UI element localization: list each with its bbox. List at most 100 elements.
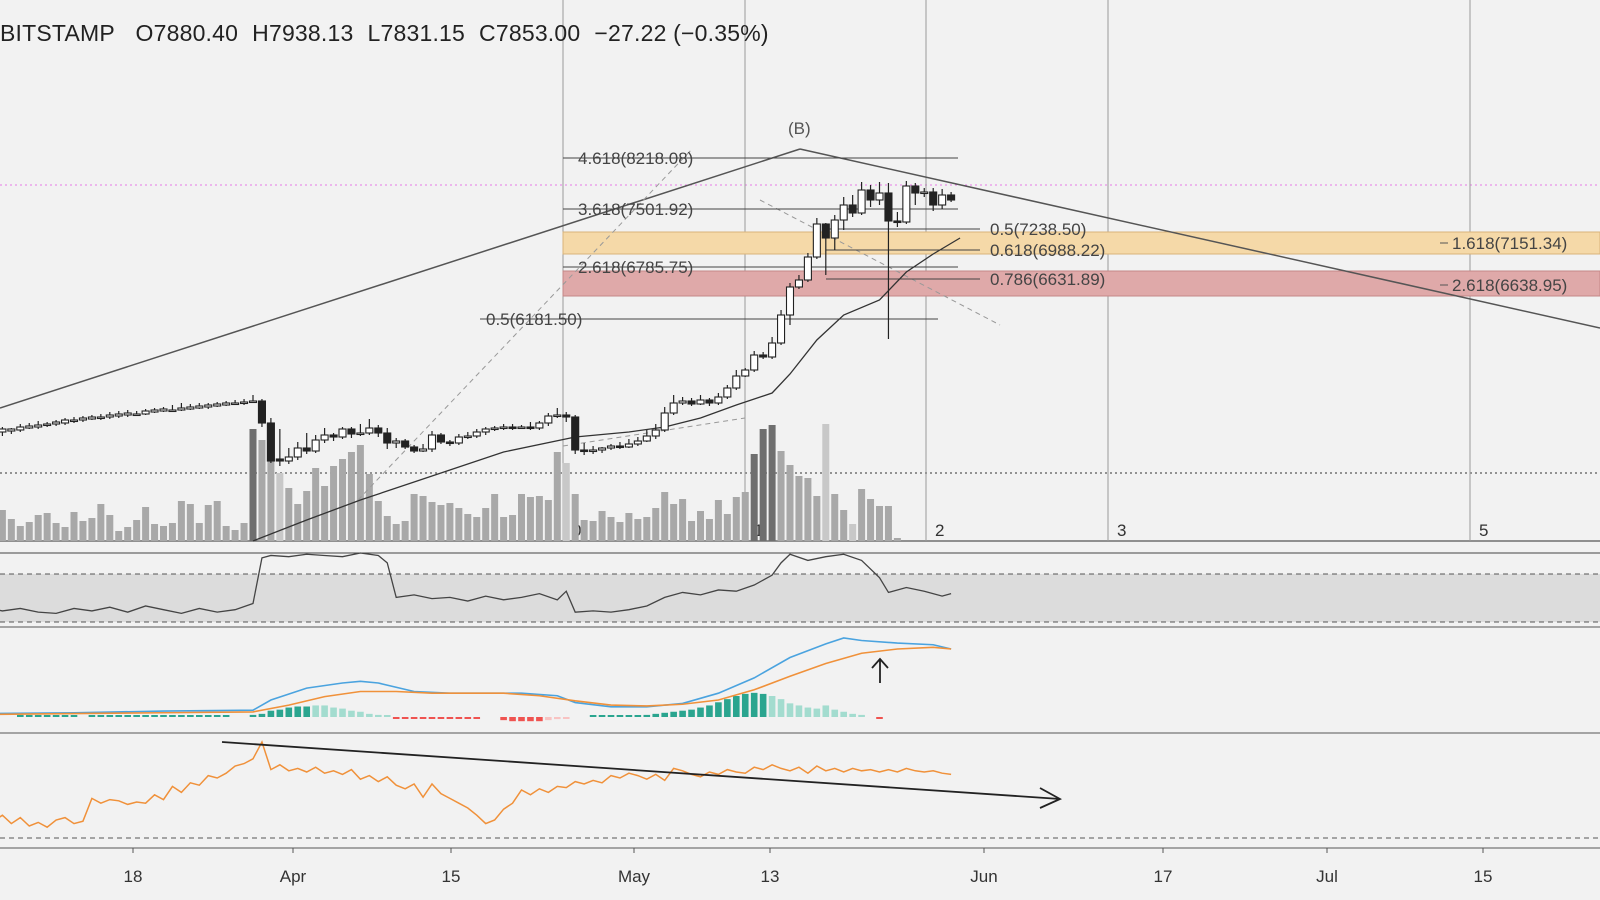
candle-body	[481, 428, 490, 433]
volume-bar	[168, 523, 176, 541]
macd-histogram-bar	[598, 715, 606, 717]
volume-bar	[777, 451, 785, 541]
volume-bar	[768, 425, 776, 541]
volume-bar	[661, 492, 669, 541]
volume-bar	[589, 521, 597, 541]
volume-bar	[876, 506, 883, 541]
volume-bar	[52, 523, 60, 541]
zone-label: 2.618(6638.95)	[1452, 276, 1567, 295]
volume-bar	[356, 445, 364, 541]
x-tick-label: 15	[1474, 867, 1493, 886]
macd-histogram-bar	[151, 715, 158, 717]
volume-bar	[70, 512, 78, 541]
candle-body	[893, 220, 902, 224]
macd-panel	[0, 637, 952, 722]
fib-extension-label: 2.618(6785.75)	[578, 258, 693, 277]
candle-body	[25, 425, 34, 429]
volume-bar	[831, 494, 839, 541]
x-tick-label: 18	[124, 867, 143, 886]
macd-histogram-bar	[643, 714, 651, 717]
volume-bar	[679, 499, 687, 541]
volume-bar	[786, 465, 794, 541]
volume-bar	[688, 521, 696, 541]
macd-histogram-bar	[500, 717, 507, 721]
macd-histogram-bar	[715, 702, 722, 717]
macd-histogram-bar	[858, 714, 865, 717]
candle-body	[902, 185, 911, 223]
volume-bar	[616, 522, 624, 541]
candle-body	[705, 399, 714, 404]
volume-bar	[339, 459, 346, 541]
volume-bar	[482, 508, 490, 541]
macd-histogram-bar	[428, 717, 436, 719]
volume-bar	[491, 494, 499, 541]
volume-bar	[401, 521, 409, 541]
macd-histogram-bar	[616, 715, 624, 717]
volume-bar	[553, 452, 561, 541]
candle-body	[911, 185, 920, 194]
macd-histogram-bar	[142, 715, 149, 717]
candle-body	[562, 414, 571, 418]
candle-body	[517, 426, 526, 430]
macd-histogram-bar	[661, 712, 668, 717]
macd-histogram-bar	[61, 715, 69, 717]
rsi-line	[0, 552, 952, 615]
macd-histogram-bar	[473, 717, 481, 719]
macd-histogram-bar	[634, 715, 642, 717]
oscillator-panel	[0, 740, 1600, 839]
volume-bar	[240, 523, 248, 541]
signal-line	[0, 646, 952, 716]
candle-body	[293, 447, 302, 458]
x-tick-label: 17	[1154, 867, 1173, 886]
candle-body	[186, 406, 195, 410]
low-value: L7831.15	[367, 20, 466, 46]
macd-histogram-bar	[401, 717, 409, 719]
macd-histogram-bar	[321, 705, 328, 717]
volume-bar	[723, 514, 731, 541]
cross-up-arrow	[871, 657, 889, 683]
macd-histogram-bar	[545, 717, 552, 721]
volume-bar	[258, 440, 266, 541]
candle-body	[275, 458, 284, 462]
volume-bar	[410, 494, 418, 541]
macd-histogram-bar	[813, 708, 821, 717]
volume-bar	[142, 507, 150, 541]
divergence-arrowhead	[1039, 787, 1063, 809]
macd-histogram-bar	[464, 717, 472, 719]
macd-histogram-bar	[562, 717, 570, 719]
volume-bar	[652, 508, 660, 541]
candle-body	[490, 427, 499, 431]
candle-body	[168, 409, 177, 413]
macd-histogram-bar	[446, 717, 454, 719]
candle-body	[427, 434, 437, 450]
candle-body	[105, 414, 114, 418]
wave-b-label: (B)	[788, 119, 811, 138]
volume-bar	[133, 520, 141, 541]
candle-body	[69, 419, 79, 423]
candle-body	[34, 424, 43, 428]
candle-body	[401, 440, 410, 448]
candle-body	[338, 428, 347, 438]
macd-histogram-bar	[527, 717, 534, 722]
macd-histogram-bar	[330, 707, 337, 717]
volume-bar	[750, 454, 758, 541]
candle-body	[454, 436, 463, 444]
volume-bar	[374, 501, 382, 541]
macd-histogram-bar	[34, 715, 42, 717]
candle-body	[732, 375, 741, 389]
oscillator-line	[0, 740, 952, 829]
fib-extension-label: 0.5(6181.50)	[486, 310, 582, 329]
candle-body	[929, 191, 938, 206]
macd-histogram-bar	[115, 715, 123, 717]
volume-bar	[276, 473, 284, 541]
volume-bar	[186, 504, 194, 541]
volume-bar	[267, 451, 275, 541]
volume-bar	[231, 530, 239, 541]
macd-histogram-bar	[258, 713, 266, 717]
macd-histogram-bar	[276, 709, 284, 717]
macd-histogram-bar	[392, 717, 400, 719]
candle-body	[436, 434, 446, 443]
x-tick-label: Jul	[1316, 867, 1338, 886]
